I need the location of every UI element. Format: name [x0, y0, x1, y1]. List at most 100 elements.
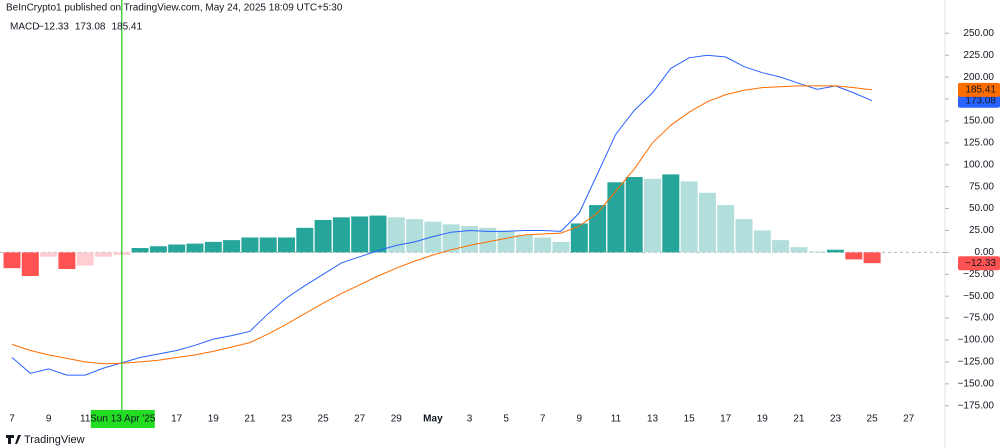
y-tick-label: 75.00	[969, 181, 994, 192]
histogram-bar	[607, 182, 625, 253]
histogram-bar	[40, 252, 58, 257]
histogram-bar	[644, 178, 661, 253]
price-tag	[958, 82, 1000, 97]
histogram-bar	[863, 252, 881, 264]
histogram-bar	[76, 252, 94, 266]
x-tick-label: 21	[244, 414, 256, 425]
histogram-bar	[3, 252, 21, 269]
histogram-bar	[662, 174, 680, 253]
y-tick-label: 100.00	[963, 159, 994, 170]
x-tick-label: 27	[354, 414, 366, 425]
histogram-bar	[406, 219, 424, 253]
price-tag-label: 185.41	[965, 85, 996, 96]
histogram-bar	[259, 237, 277, 253]
x-tick-label: 23	[281, 414, 293, 425]
histogram-bar	[625, 177, 643, 253]
x-tick-label: 15	[684, 414, 696, 425]
histogram-bar	[351, 216, 369, 253]
histogram-bar	[314, 219, 332, 253]
x-tick-label: 29	[391, 414, 403, 425]
y-tick-label: 125.00	[963, 137, 994, 148]
x-tick-label: 11	[611, 414, 622, 425]
footer: TradingView	[24, 434, 85, 446]
histogram-bar	[369, 215, 387, 253]
crosshair-label: Sun 13 Apr '25	[90, 414, 156, 425]
x-tick-label: 19	[757, 414, 769, 425]
histogram-bar	[680, 181, 698, 253]
histogram-bar	[808, 251, 826, 253]
x-tick-label: May	[423, 414, 443, 425]
x-tick-label: 21	[793, 414, 805, 425]
y-tick-label: −175.00	[958, 400, 995, 411]
x-tick-label: 13	[647, 414, 659, 425]
x-tick-label: 9	[577, 414, 583, 425]
crosshair-label-bg	[90, 410, 155, 428]
histogram-bar	[753, 230, 771, 253]
y-tick-label: −25.00	[963, 269, 994, 280]
legend-value: −12.33	[38, 22, 69, 33]
histogram-bar	[497, 230, 515, 253]
line-macd	[11, 54, 873, 376]
price-tag-label: −12.33	[965, 258, 996, 269]
histogram-bar	[461, 226, 478, 253]
x-tick-label: 25	[318, 414, 330, 425]
histogram-bar	[589, 205, 607, 253]
histogram-bar	[570, 223, 588, 253]
histogram-bar	[534, 237, 552, 253]
legend-value: 185.41	[111, 22, 142, 33]
histogram-bar	[698, 192, 716, 253]
histogram-bar	[479, 227, 497, 253]
histogram-bar	[131, 248, 149, 253]
x-tick-label: 25	[867, 414, 879, 425]
x-tick-label: 17	[171, 414, 183, 425]
y-tick-label: 200.00	[963, 72, 994, 83]
price-tag	[958, 93, 1000, 108]
x-tick-label: 11	[80, 414, 91, 425]
histogram-bar	[204, 241, 222, 253]
x-tick-label: 19	[208, 414, 220, 425]
y-tick-label: 225.00	[963, 50, 994, 61]
histogram-bar	[552, 241, 570, 253]
histogram-bar	[168, 244, 186, 253]
histogram-bar	[332, 217, 350, 253]
histogram-bar	[845, 252, 863, 260]
histogram-bar	[717, 205, 735, 253]
y-tick-label: −150.00	[958, 378, 995, 389]
x-tick-label: 7	[540, 414, 546, 425]
x-tick-label: 5	[503, 414, 509, 425]
x-tick-label: 17	[720, 414, 732, 425]
legend-value: 173.08	[75, 22, 106, 33]
price-tag-label: 173.08	[965, 95, 996, 106]
y-tick-label: −100.00	[958, 335, 995, 346]
price-tag	[958, 256, 1000, 271]
histogram-bar	[772, 240, 790, 253]
y-tick-label: 250.00	[963, 28, 994, 39]
x-tick-label: 3	[467, 414, 473, 425]
y-tick-label: 150.00	[963, 116, 994, 127]
y-tick-label: 0.00	[975, 247, 995, 258]
histogram-bar	[186, 243, 204, 253]
histogram-bar	[21, 252, 39, 277]
histogram-bar	[735, 219, 753, 253]
legend-title: MACD	[10, 22, 39, 33]
histogram-bar	[149, 246, 167, 253]
x-tick-label: 23	[830, 414, 842, 425]
x-tick-label: 7	[9, 414, 15, 425]
y-tick-label: 25.00	[969, 225, 994, 236]
x-tick-label: 27	[903, 414, 915, 425]
histogram-bar	[515, 234, 533, 253]
histogram-bar	[58, 252, 76, 270]
histogram-bar	[296, 227, 314, 253]
y-tick-label: 50.00	[969, 203, 994, 214]
histogram-bar	[387, 217, 405, 253]
footer-logo	[6, 435, 21, 444]
y-tick-label: −75.00	[963, 313, 994, 324]
line-signal	[11, 85, 873, 365]
x-tick-label: 9	[46, 414, 52, 425]
histogram-bar	[790, 247, 808, 253]
histogram-bar	[223, 240, 241, 253]
y-tick-label: −50.00	[963, 291, 994, 302]
histogram-bar	[278, 237, 295, 253]
